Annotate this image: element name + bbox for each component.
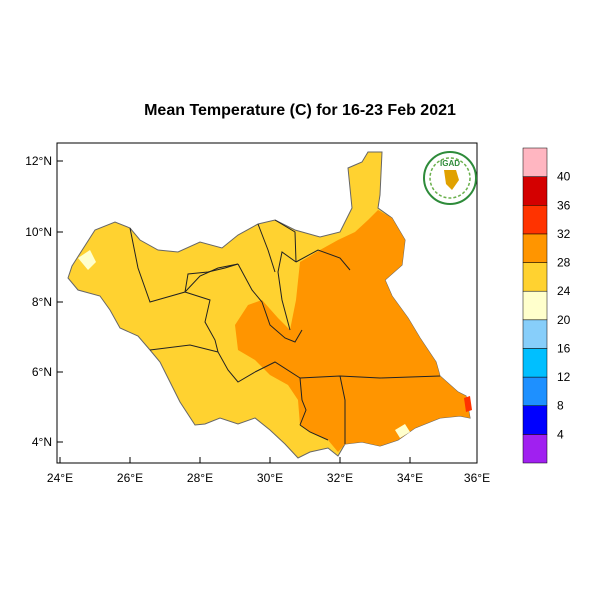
temperature-zone-20-24	[395, 424, 410, 438]
temperature-zone-36-40	[464, 396, 472, 412]
lat-tick-label: 10°N	[25, 225, 52, 239]
lon-tick-label: 32°E	[327, 471, 353, 485]
legend-swatch	[522, 348, 548, 378]
map-title: Mean Temperature (C) for 16-23 Feb 2021	[144, 102, 456, 119]
legend-swatch	[522, 205, 548, 235]
legend-label: 24	[557, 284, 571, 298]
legend-label: 20	[557, 313, 571, 327]
igad-logo: IGAD	[423, 151, 477, 205]
legend-swatch	[522, 233, 548, 263]
legend-label: 40	[557, 170, 571, 184]
legend-swatch	[522, 290, 548, 321]
lon-axis: 24°E 26°E 28°E 30°E 32°E 34°E 36°E	[47, 471, 490, 485]
color-legend: 4 8 12 16 20 24 28 32 36 40	[522, 147, 571, 464]
logo-text: IGAD	[440, 159, 460, 168]
legend-swatch	[522, 147, 548, 177]
legend-label: 4	[557, 427, 564, 441]
legend-swatch	[522, 405, 548, 435]
legend-label: 32	[557, 227, 571, 241]
legend-swatch	[522, 434, 548, 464]
lon-tick-label: 28°E	[187, 471, 213, 485]
south-sudan-map	[67, 151, 472, 459]
lon-tick-label: 26°E	[117, 471, 143, 485]
lon-tick-label: 24°E	[47, 471, 73, 485]
legend-label: 28	[557, 256, 571, 270]
state-borders	[129, 219, 441, 444]
lat-tick-label: 12°N	[25, 154, 52, 168]
legend-swatch	[522, 176, 548, 206]
temperature-zone-28-32	[235, 210, 470, 452]
lat-tick-label: 4°N	[32, 435, 52, 449]
axis-ticks	[57, 160, 478, 463]
legend-swatch	[522, 376, 548, 406]
legend-swatch	[522, 262, 548, 292]
lon-tick-label: 36°E	[464, 471, 490, 485]
temperature-zone-20-24	[78, 250, 96, 270]
legend-label: 36	[557, 198, 571, 212]
legend-label: 12	[557, 370, 571, 384]
legend-label: 8	[557, 399, 564, 413]
legend-swatch	[522, 319, 548, 349]
lat-tick-label: 8°N	[32, 295, 52, 309]
lat-axis: 4°N 6°N 8°N 10°N 12°N	[25, 154, 52, 449]
africa-icon	[444, 170, 459, 190]
lon-tick-label: 34°E	[397, 471, 423, 485]
lat-tick-label: 6°N	[32, 365, 52, 379]
legend-label: 16	[557, 341, 571, 355]
lon-tick-label: 30°E	[257, 471, 283, 485]
